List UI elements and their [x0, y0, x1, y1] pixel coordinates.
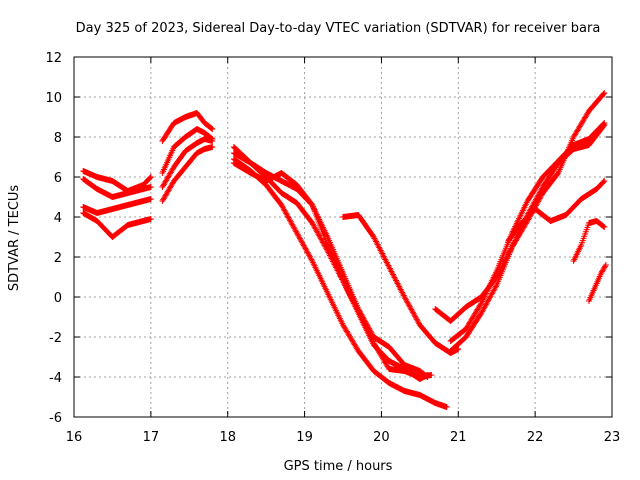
- series-s16-markers: [447, 122, 608, 354]
- series-s7: [159, 136, 216, 190]
- series-s17-markers: [505, 178, 608, 244]
- x-tick-label: 18: [219, 430, 236, 445]
- series-s7-markers: [159, 136, 216, 190]
- chart-title: Day 325 of 2023, Sidereal Day-to-day VTE…: [76, 21, 601, 36]
- x-tick-label: 21: [450, 430, 467, 445]
- y-tick-label: 4: [54, 211, 62, 226]
- x-axis-label: GPS time / hours: [284, 459, 393, 474]
- series-s16: [447, 122, 608, 354]
- data-series: [80, 90, 609, 410]
- y-tick-label: 8: [54, 131, 62, 146]
- series-s3-markers: [80, 196, 154, 216]
- series-s12: [230, 156, 450, 410]
- series-s8: [159, 144, 216, 204]
- x-tick-label: 20: [373, 430, 390, 445]
- series-s5: [159, 110, 216, 144]
- series-s6: [159, 126, 216, 176]
- tick-labels: 16 17 18 19 20 21 22 23 -6 -4 -2 0 2 4 6 8 10 12: [45, 51, 620, 445]
- series-s19-markers: [585, 262, 609, 304]
- series-s4: [80, 210, 154, 240]
- series-s13-markers: [340, 212, 462, 356]
- y-tick-label: -6: [49, 411, 62, 426]
- series-s18-markers: [570, 218, 608, 264]
- x-tick-label: 23: [604, 430, 621, 445]
- plot-frame: [73, 56, 613, 418]
- y-tick-label: 0: [54, 291, 62, 306]
- grid-lines: [74, 57, 612, 417]
- series-s11: [230, 150, 431, 382]
- series-s13: [340, 212, 462, 356]
- series-s8-markers: [159, 144, 216, 204]
- x-tick-label: 17: [143, 430, 160, 445]
- series-s4-markers: [80, 210, 154, 240]
- series-s12-markers: [230, 156, 450, 410]
- series-s18: [570, 218, 608, 264]
- x-tick-label: 16: [66, 430, 83, 445]
- y-axis-label: SDTVAR / TECUs: [7, 185, 22, 292]
- series-s15: [447, 120, 608, 344]
- series-s2-markers: [80, 176, 154, 200]
- y-tick-label: 12: [45, 51, 62, 66]
- y-tick-label: 6: [54, 171, 62, 186]
- y-tick-label: -4: [49, 371, 62, 386]
- x-tick-label: 22: [527, 430, 544, 445]
- series-s17: [505, 178, 608, 244]
- y-tick-label: 10: [45, 91, 62, 106]
- axes: [73, 56, 613, 418]
- series-s5-markers: [159, 110, 216, 144]
- series-s15-markers: [447, 120, 608, 344]
- series-s2: [80, 176, 154, 200]
- y-tick-label: 2: [54, 251, 62, 266]
- series-s19: [585, 262, 609, 304]
- series-s11-markers: [230, 150, 431, 382]
- series-s3: [80, 196, 154, 216]
- y-tick-label: -2: [49, 331, 62, 346]
- x-tick-label: 19: [296, 430, 313, 445]
- series-s6-markers: [159, 126, 216, 176]
